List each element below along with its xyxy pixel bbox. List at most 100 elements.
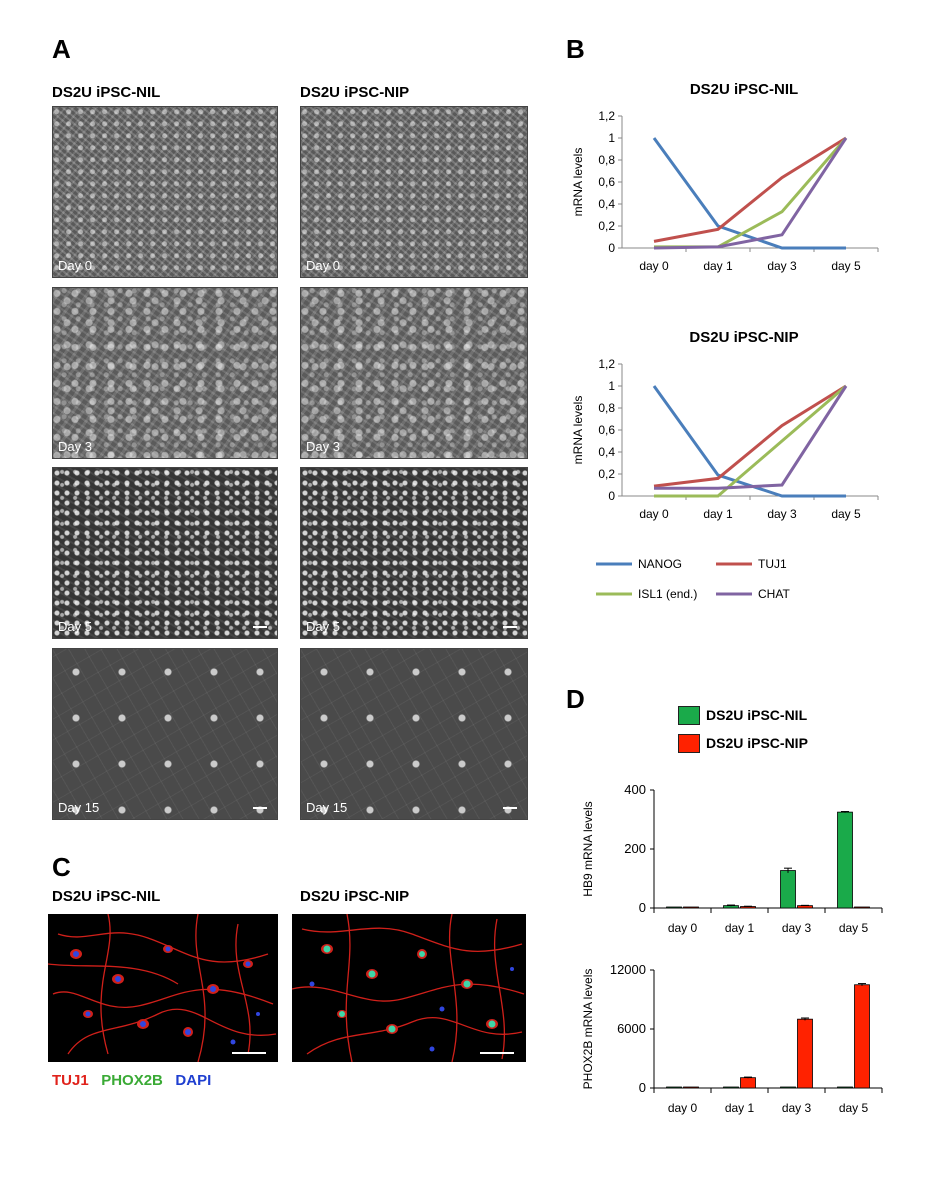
scale-bar bbox=[503, 807, 517, 809]
x-tick-label: day 3 bbox=[782, 921, 812, 935]
scale-bar bbox=[253, 807, 267, 809]
micrograph-nip-day0: Day 0 bbox=[300, 106, 528, 278]
panel-letter-b: B bbox=[566, 34, 585, 64]
panel-a-left-title: DS2U iPSC-NIL bbox=[52, 84, 161, 101]
x-tick-label: day 0 bbox=[639, 507, 669, 521]
y-tick-label: 0,2 bbox=[598, 219, 615, 233]
bar bbox=[854, 906, 870, 909]
day-label: Day 0 bbox=[58, 258, 92, 273]
legend-d-nil-label: DS2U iPSC-NIL bbox=[706, 707, 808, 723]
bar bbox=[780, 1086, 796, 1089]
bar bbox=[666, 906, 682, 909]
bar bbox=[854, 984, 870, 1089]
bar bbox=[780, 870, 796, 909]
x-tick-label: day 1 bbox=[703, 259, 733, 273]
x-tick-label: day 3 bbox=[767, 507, 797, 521]
micrograph-nip-day15: Day 15 bbox=[300, 648, 528, 820]
y-tick-label: 0,8 bbox=[598, 401, 615, 415]
legend-label: CHAT bbox=[758, 587, 790, 601]
stain-dapi-label: DAPI bbox=[175, 1072, 212, 1089]
y-tick-label: 12000 bbox=[610, 962, 646, 977]
day-label: Day 5 bbox=[306, 619, 340, 634]
series-line-tuj1 bbox=[653, 136, 847, 243]
x-tick-label: day 5 bbox=[839, 1101, 869, 1115]
series-line-tuj1 bbox=[653, 384, 847, 488]
panel-letter-a: A bbox=[52, 34, 71, 64]
y-tick-label: 0,6 bbox=[598, 175, 615, 189]
series-line-chat bbox=[653, 137, 848, 250]
y-tick-label: 1,2 bbox=[598, 109, 615, 123]
scale-bar bbox=[480, 1052, 514, 1054]
y-tick-label: 6000 bbox=[617, 1021, 646, 1036]
chart-b2: DS2U iPSC-NIP 0 0,2 0,4 0,6 0,8 1 1,2 day 0 day 1… bbox=[571, 329, 879, 521]
chart-title: DS2U iPSC-NIP bbox=[689, 329, 798, 346]
fluorescence-nil-drawing bbox=[48, 914, 277, 1062]
y-axis-label: mRNA levels bbox=[571, 396, 585, 465]
panel-c-right-title: DS2U iPSC-NIP bbox=[300, 888, 410, 905]
legend-d-nip-swatch bbox=[678, 734, 700, 753]
panel-c-left-title: DS2U iPSC-NIL bbox=[52, 888, 161, 905]
y-tick-label: 0,8 bbox=[598, 153, 615, 167]
chart-d1: 0 200 400 day 0 day 1 day 3 day 5 HB9 mRNA leve… bbox=[581, 782, 883, 935]
day-label: Day 0 bbox=[306, 258, 340, 273]
fluorescence-nil bbox=[48, 914, 278, 1062]
y-axis-label: PHOX2B mRNA levels bbox=[581, 969, 595, 1090]
day-label: Day 5 bbox=[58, 619, 92, 634]
micrograph-nip-day3: Day 3 bbox=[300, 287, 528, 459]
x-tick-label: day 0 bbox=[668, 921, 698, 935]
bar bbox=[683, 1086, 699, 1089]
y-tick-label: 1 bbox=[608, 379, 615, 393]
y-tick-label: 0,6 bbox=[598, 423, 615, 437]
micrograph-nil-day5: Day 5 bbox=[52, 467, 278, 639]
day-label: Day 15 bbox=[58, 800, 100, 815]
y-axis-label: HB9 mRNA levels bbox=[581, 801, 595, 896]
panel-a-right-title: DS2U iPSC-NIP bbox=[300, 84, 410, 101]
bar bbox=[837, 811, 853, 909]
panel-letter-c: C bbox=[52, 852, 71, 882]
day-label: Day 3 bbox=[306, 439, 340, 454]
y-tick-label: 200 bbox=[624, 841, 646, 856]
legend-d-nil-swatch bbox=[678, 706, 700, 725]
bar bbox=[723, 1086, 739, 1089]
x-tick-label: day 1 bbox=[703, 507, 733, 521]
legend-d-nip-label: DS2U iPSC-NIP bbox=[706, 735, 808, 751]
fluorescence-nip bbox=[292, 914, 526, 1062]
x-tick-label: day 5 bbox=[831, 259, 861, 273]
scale-bar bbox=[503, 626, 517, 628]
x-tick-label: day 5 bbox=[839, 921, 869, 935]
day-label: Day 15 bbox=[306, 800, 348, 815]
bar bbox=[837, 1086, 853, 1089]
fluorescence-nip-drawing bbox=[292, 914, 525, 1062]
stain-phox2b-label: PHOX2B bbox=[101, 1072, 163, 1089]
bar bbox=[683, 906, 699, 909]
scale-bar bbox=[253, 626, 267, 628]
y-tick-label: 0 bbox=[639, 1080, 646, 1095]
bar bbox=[797, 1018, 813, 1089]
bar bbox=[797, 905, 813, 909]
x-tick-label: day 0 bbox=[668, 1101, 698, 1115]
chart-d2: 0 6000 12000 day 0 day 1 day 3 day 5 PHOX2B mRN… bbox=[581, 962, 883, 1115]
x-tick-label: day 0 bbox=[639, 259, 669, 273]
chart-title: DS2U iPSC-NIL bbox=[690, 81, 798, 98]
y-tick-label: 1,2 bbox=[598, 357, 615, 371]
y-tick-label: 0 bbox=[608, 489, 615, 503]
y-tick-label: 0,4 bbox=[598, 445, 615, 459]
legend-label: TUJ1 bbox=[758, 557, 787, 571]
series-line-nanog bbox=[652, 137, 846, 250]
panel-letter-d: D bbox=[566, 684, 585, 714]
y-tick-label: 0,4 bbox=[598, 197, 615, 211]
y-axis-label: mRNA levels bbox=[571, 148, 585, 217]
scale-bar bbox=[232, 1052, 266, 1054]
micrograph-nil-day0: Day 0 bbox=[52, 106, 278, 278]
x-tick-label: day 3 bbox=[782, 1101, 812, 1115]
x-tick-label: day 1 bbox=[725, 921, 755, 935]
x-tick-label: day 3 bbox=[767, 259, 797, 273]
y-tick-label: 1 bbox=[608, 131, 615, 145]
bar bbox=[666, 1086, 682, 1089]
x-tick-label: day 5 bbox=[831, 507, 861, 521]
series-line-isl1-end- bbox=[654, 384, 847, 498]
legend-b: NANOG TUJ1 ISL1 (end.) CHAT bbox=[596, 557, 790, 601]
stain-tuj1-label: TUJ1 bbox=[52, 1072, 89, 1089]
x-tick-label: day 1 bbox=[725, 1101, 755, 1115]
stain-legend: TUJ1 PHOX2B DAPI bbox=[52, 1072, 211, 1089]
